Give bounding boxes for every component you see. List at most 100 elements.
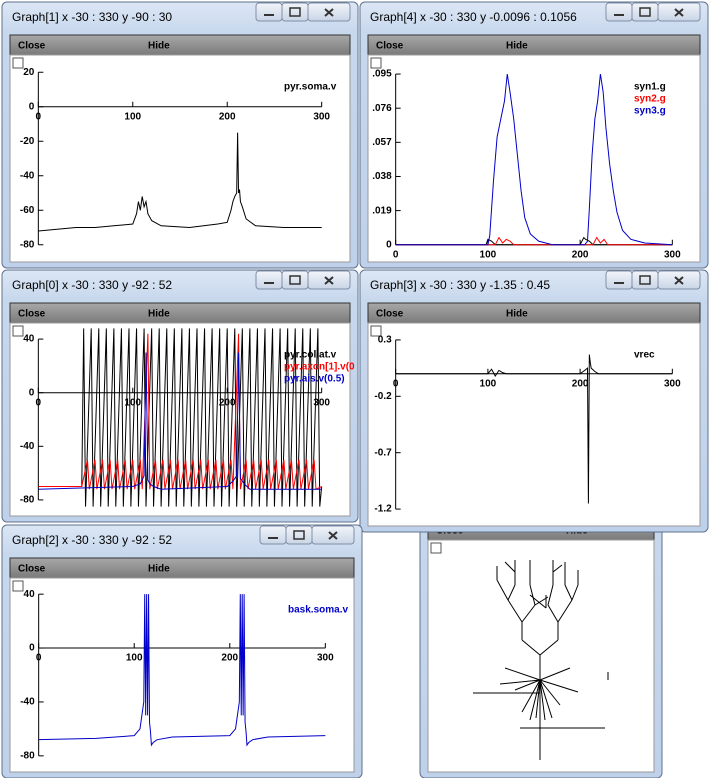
minimize-icon	[268, 537, 278, 539]
menu-button[interactable]: Close	[18, 309, 46, 320]
menu-button[interactable]: Hide	[506, 41, 528, 52]
menu-bar	[9, 302, 351, 324]
x-tick-label: 0	[36, 653, 42, 664]
y-tick-label: 0.3	[378, 335, 392, 346]
plot-area	[367, 54, 701, 263]
legend-label: pyr.axon[1].v(0	[284, 362, 355, 373]
minimize-icon	[614, 282, 624, 284]
y-tick-label: -20	[20, 136, 35, 147]
maximize-button[interactable]	[281, 2, 309, 22]
traces	[395, 354, 673, 504]
maximize-icon	[639, 275, 651, 285]
minimize-button[interactable]	[255, 270, 283, 290]
legend-label: pyr.soma.v	[284, 82, 337, 93]
y-tick-label: .019	[372, 205, 392, 216]
checkbox[interactable]	[12, 57, 24, 69]
y-tick-label: 40	[23, 334, 35, 345]
maximize-button[interactable]	[631, 270, 659, 290]
trace	[38, 352, 322, 490]
menu-button[interactable]: Hide	[148, 564, 170, 575]
traces	[38, 328, 323, 507]
minimize-icon	[264, 282, 274, 284]
y-tick-label: 0	[29, 387, 35, 398]
trace	[38, 328, 323, 507]
y-tick-label: 0	[29, 643, 35, 654]
window: Graph[1] x -30 : 330 y -90 : 30 Close Hide…	[1, 1, 359, 269]
window-title: Graph[0] x -30 : 330 y -92 : 52	[12, 278, 172, 292]
y-tick-label: 0	[29, 101, 35, 112]
checkbox[interactable]	[430, 542, 442, 554]
x-tick-label: 100	[124, 397, 141, 408]
legend-label: syn1.g	[634, 82, 666, 93]
checkbox[interactable]	[370, 325, 382, 337]
minimize-icon	[614, 14, 624, 16]
neuron-shape	[473, 560, 609, 760]
x-tick-label: 100	[480, 249, 497, 260]
maximize-button[interactable]	[281, 270, 309, 290]
y-tick-label: .057	[372, 137, 392, 148]
trace	[38, 132, 322, 232]
minimize-icon	[264, 14, 274, 16]
window: Graph[3] x -30 : 330 y -1.35 : 0.45 Close…	[359, 269, 709, 533]
y-tick-label: .038	[372, 171, 392, 182]
menu-button[interactable]: Hide	[148, 41, 170, 52]
y-tick-label: -0.7	[374, 447, 392, 458]
checkbox[interactable]	[12, 325, 24, 337]
y-tick-label: -80	[20, 750, 35, 761]
close-icon	[674, 276, 684, 285]
x-tick-label: 300	[664, 378, 681, 389]
x-tick-label: 200	[219, 397, 236, 408]
menu-button[interactable]: Close	[376, 41, 404, 52]
maximize-button[interactable]	[285, 525, 313, 545]
menu-bar	[367, 302, 701, 324]
menu-button[interactable]: Close	[18, 564, 46, 575]
y-tick-label: -80	[20, 239, 35, 250]
y-tick-label: -0.2	[374, 391, 392, 402]
trace	[395, 354, 673, 504]
traces	[38, 594, 326, 747]
apical-tree	[496, 560, 579, 680]
window-title: Graph[2] x -30 : 330 y -92 : 52	[12, 533, 172, 547]
menu-bar	[367, 34, 701, 56]
x-tick-label: 0	[36, 111, 42, 122]
y-tick-label: -40	[20, 170, 35, 181]
x-tick-label: 300	[313, 397, 330, 408]
window: Graph[4] x -30 : 330 y -0.0096 : 0.1056 C…	[359, 1, 709, 269]
y-tick-label: -80	[20, 495, 35, 506]
minimize-button[interactable]	[605, 270, 633, 290]
trace	[395, 236, 673, 246]
minimize-button[interactable]	[255, 2, 283, 22]
minimize-button[interactable]	[259, 525, 287, 545]
basal-tree	[473, 667, 609, 729]
maximize-icon	[293, 530, 305, 540]
x-tick-label: 200	[572, 378, 589, 389]
menu-button[interactable]: Close	[18, 41, 46, 52]
maximize-button[interactable]	[631, 2, 659, 22]
legend-label: syn3.g	[634, 106, 666, 117]
close-icon	[328, 531, 338, 540]
legend-label: vrec	[634, 350, 655, 361]
minimize-button[interactable]	[605, 2, 633, 22]
y-tick-label: 40	[24, 589, 36, 600]
trace	[395, 236, 673, 246]
x-tick-label: 300	[664, 249, 681, 260]
traces	[395, 73, 673, 246]
menu-button[interactable]: Close	[376, 309, 404, 320]
plot-area	[9, 577, 355, 773]
maximize-icon	[289, 7, 301, 17]
x-tick-label: 200	[219, 111, 236, 122]
checkbox[interactable]	[370, 57, 382, 69]
window: Graph[0] x -30 : 330 y -92 : 52 Close Hide…	[1, 269, 359, 523]
window-title: Graph[4] x -30 : 330 y -0.0096 : 0.1056	[370, 10, 577, 24]
menu-button[interactable]: Hide	[506, 309, 528, 320]
x-tick-label: 100	[480, 378, 497, 389]
x-tick-label: 300	[313, 111, 330, 122]
x-tick-label: 200	[572, 249, 589, 260]
menu-button[interactable]: Hide	[148, 309, 170, 320]
checkbox[interactable]	[12, 580, 24, 592]
close-icon	[324, 276, 334, 285]
legend-label: pyr.ais.v(0.5)	[284, 374, 345, 385]
legend-label: syn2.g	[634, 94, 666, 105]
legend-label: bask.soma.v	[288, 605, 348, 616]
